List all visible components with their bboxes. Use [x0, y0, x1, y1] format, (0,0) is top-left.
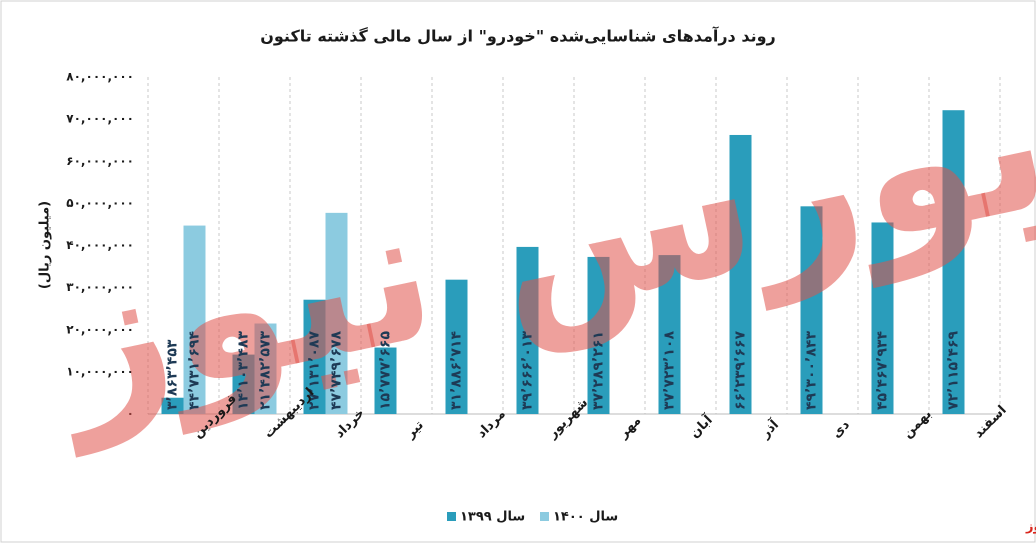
- bar: [325, 212, 348, 414]
- value-label: ۳۹٬۶۶۶٬۰۱۳: [520, 331, 536, 410]
- y-tick-label: ۸۰,۰۰۰,۰۰۰: [66, 70, 134, 84]
- y-tick-label: ۷۰,۰۰۰,۰۰۰: [66, 112, 134, 126]
- value-label: ۲۷٬۱۳۱٬۰۸۷: [307, 331, 323, 410]
- bar: [516, 246, 539, 414]
- legend-swatch: [447, 512, 456, 521]
- value-label: ۱۵٬۷۷۷٬۶۶۵: [378, 331, 394, 410]
- value-label: ۲۱٬۴۸۲٬۵۷۳: [258, 331, 274, 410]
- value-label: ۳۷٬۲۸۹٬۲۶۱: [591, 331, 607, 410]
- bar: [445, 279, 468, 414]
- y-tick-label: ۵۰,۰۰۰,۰۰۰: [66, 196, 134, 210]
- bar: [658, 255, 681, 414]
- value-label: ۴۷٬۷۴۹٬۶۷۸: [329, 331, 345, 410]
- value-label: ۳۱٬۸۸۶٬۷۱۴: [449, 331, 465, 410]
- bar: [800, 206, 823, 414]
- bar: [871, 222, 894, 414]
- y-tick-label: ۰: [127, 407, 134, 421]
- bar: [254, 323, 277, 414]
- bar: [729, 134, 752, 415]
- chart-title: روند درآمدهای شناسایی‌شده "خودرو" از سال…: [260, 26, 776, 46]
- value-label: ۳۷٬۷۲۳٬۱۰۸: [662, 331, 678, 410]
- value-label: ۴۹٬۳۰۰٬۸۴۳: [804, 331, 820, 410]
- value-label: ۴۵٬۴۶۷٬۹۳۴: [875, 331, 891, 410]
- value-label: ۶۶٬۲۳۹٬۶۶۷: [733, 331, 749, 410]
- bar: [942, 110, 965, 414]
- y-tick-label: ۴۰,۰۰۰,۰۰۰: [66, 238, 134, 252]
- value-label: ۳٬۸۶۳٬۴۵۳: [165, 339, 181, 410]
- bar: [587, 256, 610, 414]
- y-tick-label: ۳۰,۰۰۰,۰۰۰: [66, 280, 134, 294]
- value-label: ۴۴٬۷۳۱٬۶۹۴: [187, 331, 203, 410]
- legend-swatch: [540, 512, 549, 521]
- value-label: ۷۲٬۱۱۵٬۴۶۹: [946, 331, 962, 410]
- y-tick-label: ۶۰,۰۰۰,۰۰۰: [66, 154, 134, 168]
- bar: [374, 347, 397, 414]
- y-tick-label: ۱۰,۰۰۰,۰۰۰: [66, 364, 134, 378]
- source: بورس نیوز: [1025, 520, 1036, 535]
- value-label: ۱۴٬۱۰۳٬۴۸۳: [236, 331, 252, 410]
- bar: [303, 299, 326, 414]
- y-axis-label: (میلیون ریال): [38, 201, 53, 289]
- legend-label: سال ۱۴۰۰: [553, 510, 618, 525]
- bar: [161, 397, 184, 414]
- bar: [232, 354, 255, 414]
- bar: [183, 225, 206, 414]
- y-tick-label: ۲۰,۰۰۰,۰۰۰: [66, 322, 134, 336]
- legend-label: سال ۱۳۹۹: [460, 510, 525, 525]
